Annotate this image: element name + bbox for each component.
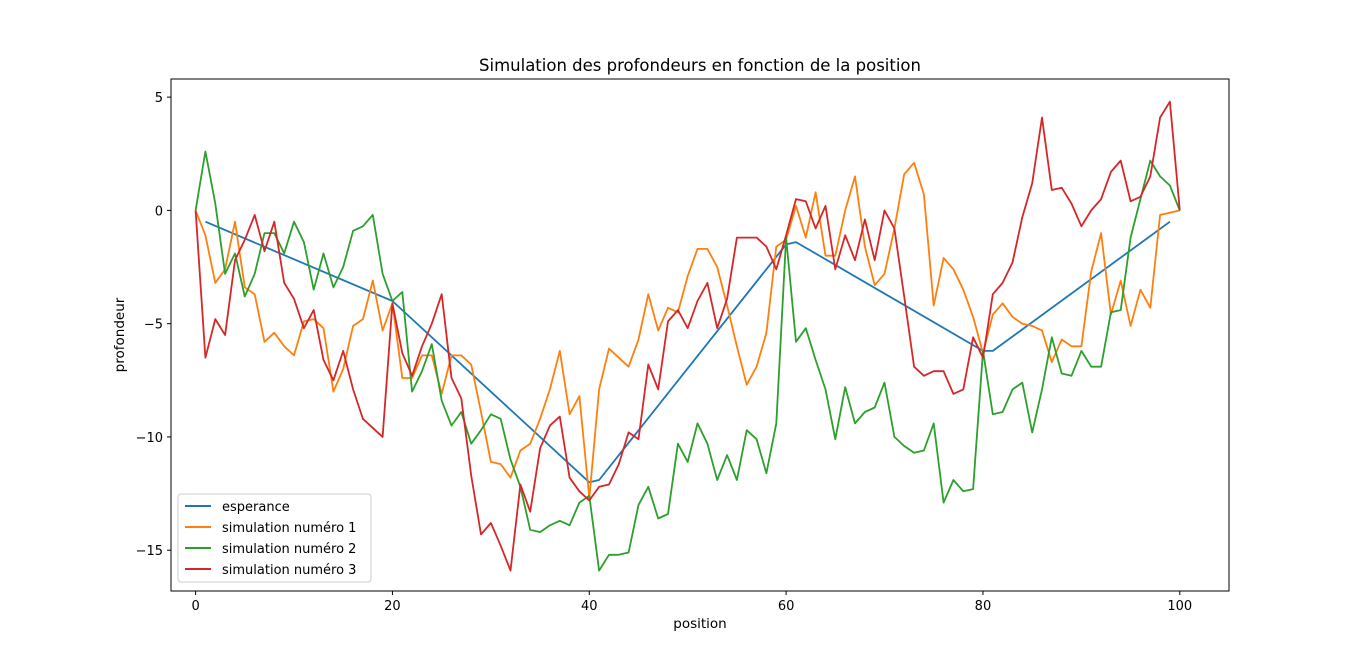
y-axis-label: profondeur (112, 297, 128, 372)
legend-label-simulation-3: simulation numéro 3 (222, 563, 356, 578)
x-axis-label: position (673, 616, 726, 632)
legend-box (177, 493, 372, 583)
y-tick-label: 5 (155, 91, 163, 106)
series-line-2 (194, 150, 1181, 572)
x-tick-label: 80 (975, 599, 992, 614)
legend-label-esperance: esperance (222, 500, 290, 515)
legend: esperance simulation numéro 1 simulation… (177, 493, 372, 583)
x-axis: 0 20 40 60 80 100 (191, 591, 1192, 614)
y-tick-label: −10 (136, 431, 163, 446)
x-tick-label: 40 (581, 599, 598, 614)
x-tick-label: 20 (384, 599, 401, 614)
x-tick-label: 100 (1167, 599, 1192, 614)
legend-label-simulation-1: simulation numéro 1 (222, 521, 356, 536)
x-tick-label: 0 (191, 599, 199, 614)
y-tick-label: −15 (136, 544, 163, 559)
series-line-1 (194, 161, 1181, 500)
y-tick-label: −5 (144, 318, 163, 333)
x-tick-label: 60 (778, 599, 795, 614)
legend-label-simulation-2: simulation numéro 2 (222, 542, 356, 557)
y-tick-label: 0 (155, 204, 163, 219)
y-axis: 5 0 −5 −10 −15 (136, 91, 171, 559)
plot-lines (194, 100, 1181, 572)
chart-title: Simulation des profondeurs en fonction d… (479, 56, 921, 75)
plot-frame (170, 78, 1230, 592)
series-line-3 (194, 100, 1181, 572)
